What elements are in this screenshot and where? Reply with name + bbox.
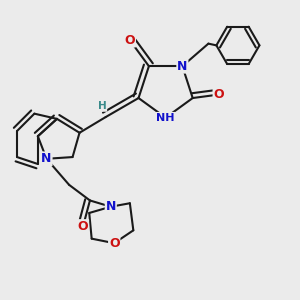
- Text: O: O: [213, 88, 224, 101]
- Text: N: N: [41, 152, 52, 165]
- Text: N: N: [106, 200, 116, 213]
- Text: O: O: [109, 237, 120, 250]
- Text: N: N: [177, 60, 188, 73]
- Text: O: O: [78, 220, 88, 233]
- Text: NH: NH: [156, 113, 175, 123]
- Text: O: O: [124, 34, 135, 47]
- Text: H: H: [98, 101, 106, 111]
